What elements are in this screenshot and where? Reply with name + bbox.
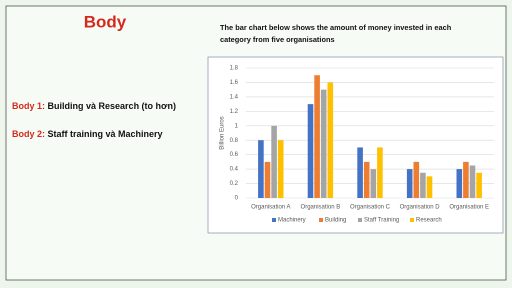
x-tick-label: Organisation C [350,205,391,211]
bar [357,147,363,198]
x-tick-label: Organisation B [301,205,341,211]
y-tick-label: 0.8 [230,138,239,144]
body-label: Body 1: [12,101,45,111]
bar [406,169,413,198]
body-text: Staff training và Machinery [48,129,163,139]
bar [469,165,476,198]
description-line: The bar chart below shows the amount of … [220,23,452,32]
body-text: Building và Research (to hơn) [48,101,176,111]
y-tick-label: 0.6 [230,152,239,158]
legend-swatch [358,218,362,222]
bar [456,169,463,198]
bar [277,140,284,198]
bar [363,161,370,198]
y-tick-label: 1.6 [230,80,239,86]
y-tick-label: 1.2 [230,109,239,115]
bar [426,176,433,198]
x-tick-label: Organisation D [400,205,441,211]
legend-swatch [319,218,323,222]
body-point: Body 2: Staff training và Machinery [12,129,163,139]
body-point: Body 1: Building và Research (to hơn) [12,101,176,111]
bar [258,140,264,198]
bar [377,147,383,198]
y-tick-label: 1.8 [230,66,239,72]
bar [327,82,334,198]
bar [320,89,327,198]
legend-label: Building [325,218,346,224]
chart-frame [207,56,504,234]
legend-swatch [272,218,276,222]
y-axis-title: Billion Euros [220,116,226,149]
y-tick-label: 0.4 [230,167,239,173]
x-tick-label: Organisation E [449,205,489,211]
bar [370,169,377,198]
bar [307,104,314,198]
legend-label: Machinery [278,218,306,224]
y-tick-label: 1.4 [230,94,239,100]
bar [314,75,320,198]
legend-label: Staff Training [364,218,399,224]
y-tick-label: 0.2 [230,181,239,187]
bar [420,172,426,198]
description-line: category from five organisations [220,35,335,44]
bar [271,125,277,198]
bar [476,172,482,198]
body-label: Body 2: [12,129,45,139]
x-tick-label: Organisation A [251,205,290,211]
chart: 0 0.2 0.4 0.6 0.8 1 1.2 1.4 1.6 1.8 Organisation A… [230,66,494,224]
y-tick-label: 0 [235,196,239,202]
legend-swatch [410,218,414,222]
y-tick-label: 1 [235,123,239,129]
bar [463,161,469,198]
slide-title: Body [84,12,127,31]
bar [413,161,420,198]
legend-label: Research [416,218,442,224]
bar [264,161,271,198]
